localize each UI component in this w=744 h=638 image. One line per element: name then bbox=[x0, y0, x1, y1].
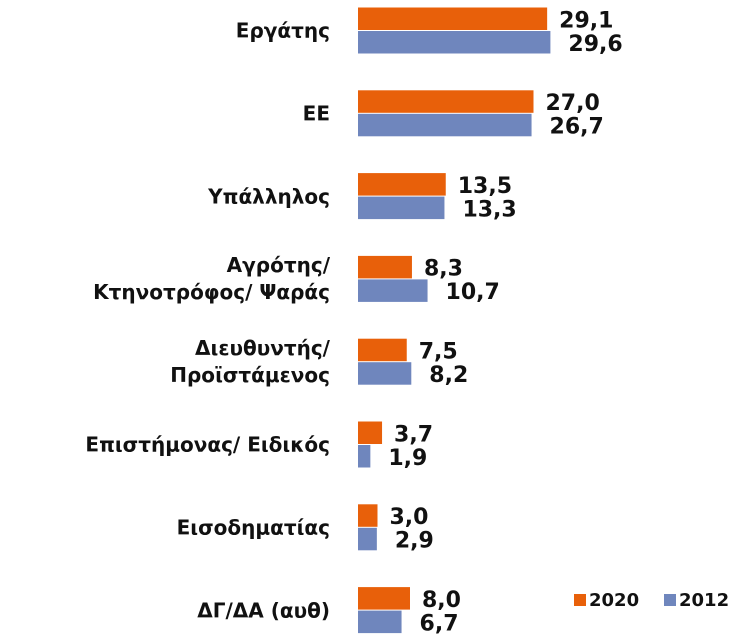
category-label: ΔΓ/ΔΑ (αυθ) bbox=[197, 598, 330, 623]
legend-swatch bbox=[664, 594, 676, 606]
bar bbox=[358, 421, 383, 444]
bar bbox=[358, 7, 548, 30]
legend-label: 2012 bbox=[679, 590, 729, 611]
value-label: 27,0 bbox=[546, 91, 600, 116]
bar bbox=[358, 279, 428, 302]
value-label: 13,5 bbox=[458, 174, 512, 199]
value-label: 6,7 bbox=[420, 611, 459, 636]
value-label: 2,9 bbox=[395, 529, 434, 554]
bar bbox=[358, 255, 412, 279]
value-label: 3,0 bbox=[390, 505, 429, 530]
category-label: Υπάλληλος bbox=[208, 184, 330, 209]
value-label: 8,2 bbox=[429, 363, 468, 388]
bar bbox=[358, 587, 410, 610]
bar bbox=[358, 31, 551, 54]
value-label: 8,0 bbox=[422, 588, 461, 613]
legend-swatch bbox=[574, 594, 586, 606]
value-label: 8,3 bbox=[424, 257, 463, 282]
value-label: 10,7 bbox=[446, 280, 500, 305]
category-label: ΕΕ bbox=[302, 101, 330, 126]
value-label: 29,6 bbox=[568, 32, 622, 57]
bar bbox=[358, 610, 402, 634]
category-label: Εργάτης bbox=[235, 18, 330, 43]
value-label: 3,7 bbox=[394, 422, 433, 447]
bar bbox=[358, 527, 377, 551]
category-label: Διευθυντής/ Προϊστάμενος bbox=[170, 336, 330, 388]
bar bbox=[358, 338, 407, 362]
bar bbox=[358, 90, 534, 113]
value-label: 26,7 bbox=[550, 115, 604, 140]
value-label: 1,9 bbox=[388, 446, 427, 471]
category-label: Επιστήμονας/ Ειδικός bbox=[85, 432, 330, 457]
value-label: 29,1 bbox=[559, 8, 613, 33]
bar bbox=[358, 173, 446, 196]
bar bbox=[358, 445, 371, 468]
category-label: Αγρότης/ Κτηνοτρόφος/ Ψαράς bbox=[93, 253, 330, 305]
value-label: 7,5 bbox=[419, 339, 458, 364]
category-label: Εισοδηματίας bbox=[176, 515, 330, 540]
bar bbox=[358, 113, 532, 137]
value-label: 13,3 bbox=[462, 197, 516, 222]
legend-label: 2020 bbox=[589, 590, 639, 611]
bar bbox=[358, 504, 378, 527]
bar bbox=[358, 362, 412, 385]
bar bbox=[358, 196, 445, 220]
